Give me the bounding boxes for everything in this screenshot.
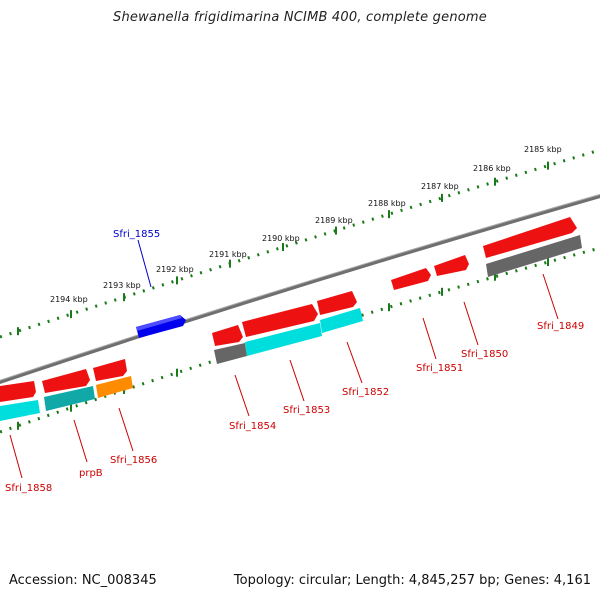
gene-sfri-1856[interactable]: [96, 376, 133, 398]
label-sfri-1853: Sfri_1853: [283, 405, 330, 416]
label-leader: [346, 341, 363, 384]
label-leader: [73, 419, 88, 463]
gene-sfri-1853[interactable]: [242, 304, 318, 337]
gene-prpb[interactable]: [44, 386, 95, 411]
kbp-label: 2194 kbp: [50, 295, 88, 304]
genome-backbone-highlight: [0, 193, 600, 381]
gene-sfri-1853[interactable]: [245, 323, 322, 356]
accession-text: Accession: NC_008345: [9, 573, 157, 588]
label-sfri-1858: Sfri_1858: [5, 483, 52, 494]
genome-backbone: [0, 194, 600, 385]
gene-sfri-1854[interactable]: [212, 325, 243, 346]
label-sfri-1854: Sfri_1854: [229, 421, 276, 432]
gene-red[interactable]: [0, 381, 36, 402]
label-sfri-1850: Sfri_1850: [461, 349, 508, 360]
gene-sfri-1851[interactable]: [391, 268, 431, 290]
label-leader: [9, 434, 23, 479]
gene-features[interactable]: [0, 217, 582, 421]
kbp-label: 2193 kbp: [103, 281, 141, 290]
gene-red[interactable]: [42, 369, 90, 393]
gene-sfri-1855[interactable]: [136, 315, 186, 338]
label-sfri-1851: Sfri_1851: [416, 363, 463, 374]
gene-red[interactable]: [93, 359, 127, 381]
label-sfri-1856: Sfri_1856: [110, 455, 157, 466]
kbp-label: 2188 kbp: [368, 199, 406, 208]
label-leader: [118, 407, 134, 452]
gene-sfri-1849[interactable]: [486, 235, 582, 277]
label-leader: [542, 273, 559, 320]
label-leader: [137, 239, 152, 288]
kbp-label: 2187 kbp: [421, 182, 459, 191]
kbp-label: 2185 kbp: [524, 145, 562, 154]
gene-sfri-1852[interactable]: [320, 308, 363, 333]
gene-labels: Sfri_1855 Sfri_1849 Sfri_1850 Sfri_1851 …: [5, 229, 584, 494]
label-leader: [422, 317, 437, 360]
gene-shade: [136, 315, 182, 331]
label-sfri-1855: Sfri_1855: [113, 229, 160, 240]
kbp-label: 2189 kbp: [315, 216, 353, 225]
kbp-scale-labels: 2185 kbp 2186 kbp 2187 kbp 2188 kbp 2189…: [50, 145, 562, 304]
kbp-label: 2191 kbp: [209, 250, 247, 259]
gene-sfri-1854[interactable]: [214, 343, 247, 364]
gene-sfri-1849[interactable]: [483, 217, 577, 258]
label-sfri-1852: Sfri_1852: [342, 387, 389, 398]
gene-sfri-1852[interactable]: [317, 291, 357, 315]
label-leader: [463, 301, 479, 346]
kbp-label: 2190 kbp: [262, 234, 300, 243]
kbp-label: 2192 kbp: [156, 265, 194, 274]
gene-sfri-1850[interactable]: [434, 255, 469, 276]
outer-major-ticks: [17, 161, 549, 336]
genome-summary-text: Topology: circular; Length: 4,845,257 bp…: [233, 573, 591, 588]
label-leader: [289, 359, 305, 402]
kbp-label: 2186 kbp: [473, 164, 511, 173]
label-sfri-1849: Sfri_1849: [537, 321, 584, 332]
label-prpb: prpB: [79, 468, 103, 479]
map-title: Shewanella frigidimarina NCIMB 400, comp…: [113, 10, 487, 25]
label-leader: [234, 374, 250, 417]
gene-sfri-1858[interactable]: [0, 400, 40, 421]
